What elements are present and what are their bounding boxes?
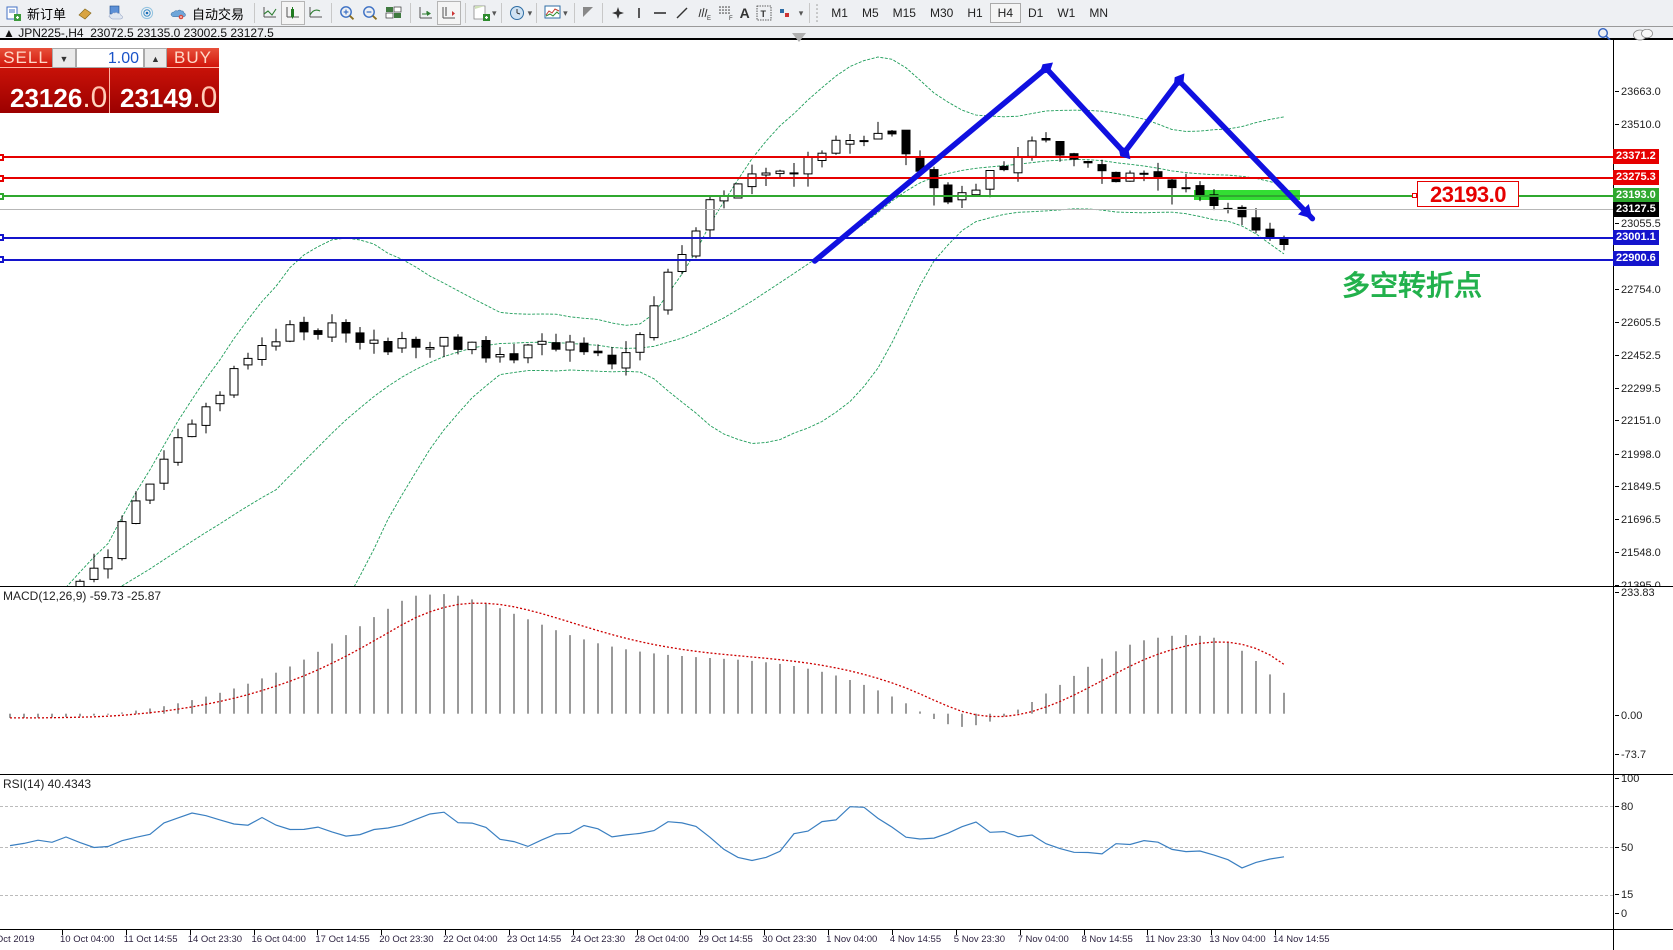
- svg-text:T: T: [760, 9, 766, 19]
- svg-text:F: F: [729, 16, 733, 21]
- svg-text:E: E: [707, 16, 711, 21]
